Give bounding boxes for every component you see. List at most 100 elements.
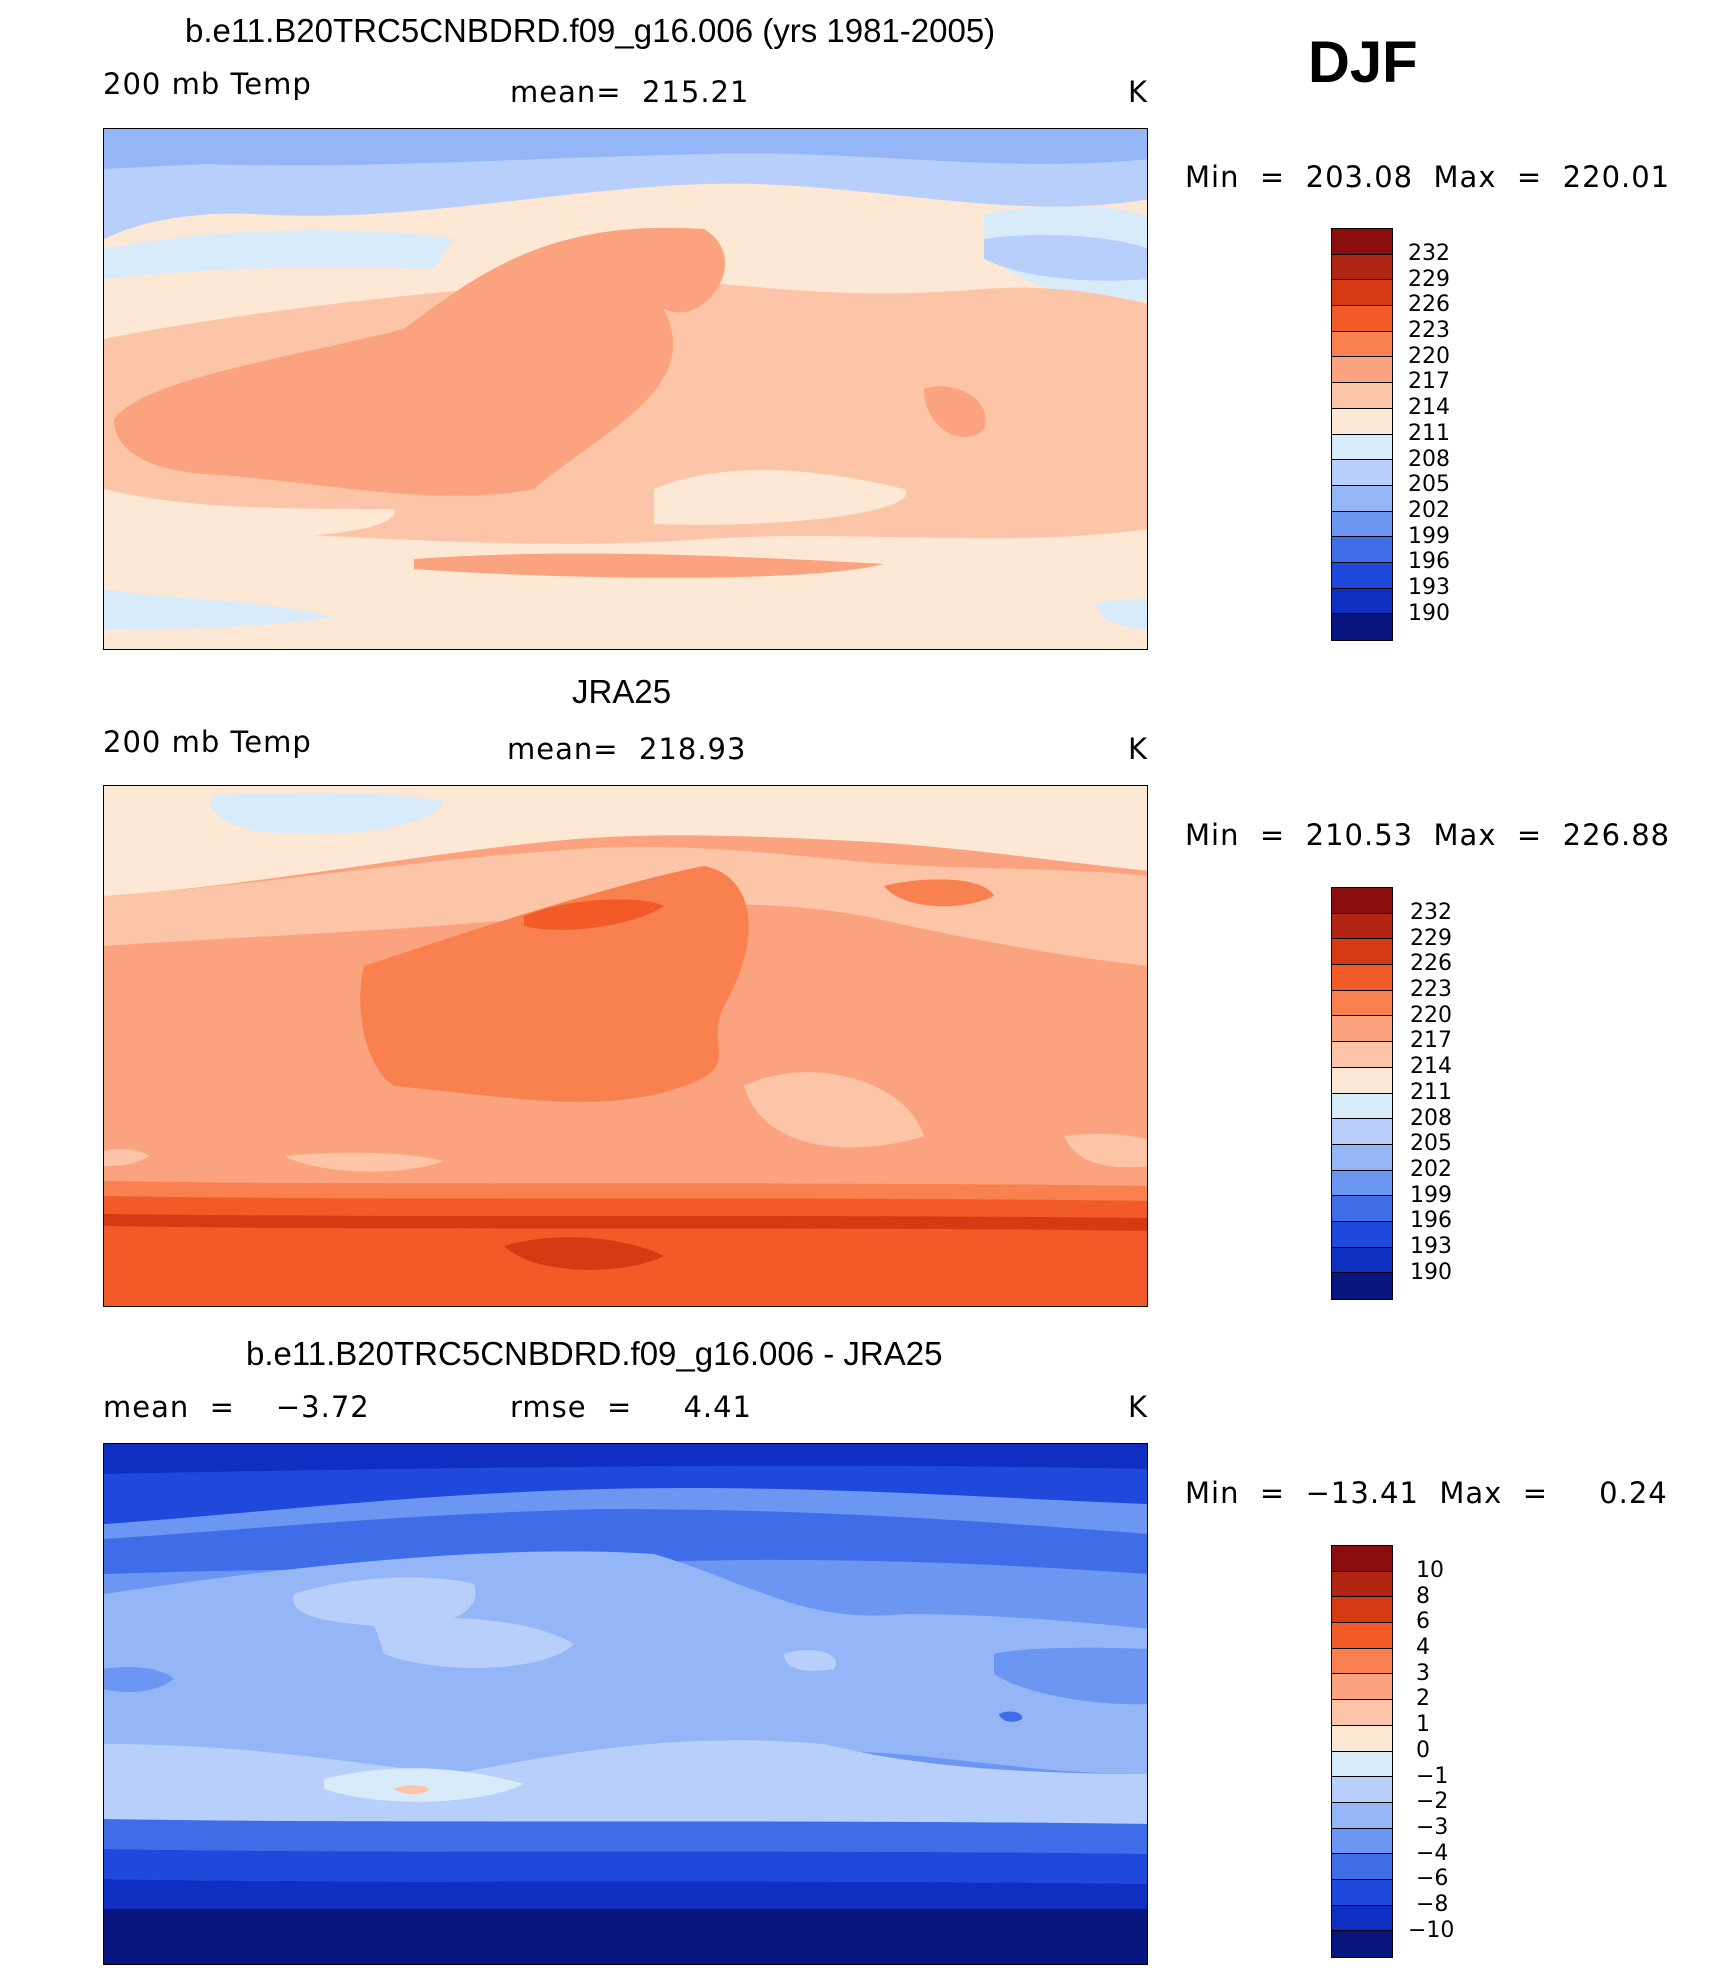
colorbar-label: 226 (1410, 951, 1452, 976)
colorbar-label: 10 (1416, 1558, 1444, 1583)
colorbar-swatch (1332, 485, 1392, 512)
panel1-title: b.e11.B20TRC5CNBDRD.f09_g16.006 (yrs 198… (185, 12, 996, 49)
panel1-map (103, 128, 1148, 650)
colorbar-swatch (1332, 1119, 1392, 1145)
panel3-title: b.e11.B20TRC5CNBDRD.f09_g16.006 - JRA25 (246, 1335, 943, 1372)
panel3-colorbar (1331, 1545, 1393, 1958)
colorbar-label: 220 (1410, 1003, 1452, 1028)
colorbar-label: 196 (1408, 549, 1450, 574)
colorbar-swatch (1332, 1700, 1392, 1726)
colorbar-label: 211 (1410, 1080, 1452, 1105)
colorbar-label: −2 (1416, 1789, 1449, 1814)
panel1-contour-plot (104, 129, 1147, 649)
panel2-title: JRA25 (572, 673, 672, 710)
colorbar-label: 190 (1408, 601, 1450, 626)
colorbar-swatch (1332, 1905, 1392, 1932)
colorbar-label: 211 (1408, 421, 1450, 446)
colorbar-label: 205 (1410, 1131, 1452, 1156)
colorbar-swatch (1332, 511, 1392, 538)
colorbar-label: −8 (1416, 1892, 1449, 1917)
colorbar-swatch (1332, 1016, 1392, 1043)
colorbar-swatch (1332, 1597, 1392, 1624)
colorbar-swatch (1332, 254, 1392, 281)
colorbar-label: 190 (1410, 1260, 1452, 1285)
panel3-map (103, 1443, 1148, 1965)
panel3-contour-plot (104, 1444, 1147, 1964)
colorbar-swatch (1332, 1854, 1392, 1880)
panel1-field-label: 200 mb Temp (103, 67, 312, 101)
colorbar-swatch (1332, 1674, 1392, 1701)
colorbar-label: 232 (1410, 900, 1452, 925)
colorbar-label: 2 (1416, 1686, 1430, 1711)
colorbar-swatch (1332, 1879, 1392, 1906)
colorbar-label: 214 (1410, 1054, 1452, 1079)
colorbar-swatch (1332, 913, 1392, 940)
colorbar-label: 202 (1410, 1157, 1452, 1182)
colorbar-label: 223 (1408, 318, 1450, 343)
panel1-unit-label: K (1128, 75, 1149, 109)
colorbar-swatch (1332, 537, 1392, 563)
colorbar-swatch (1332, 1648, 1392, 1675)
panel3-rmse-label: rmse = 4.41 (510, 1390, 753, 1424)
panel3-mean-label: mean = −3.72 (103, 1390, 370, 1424)
colorbar-label: 226 (1408, 292, 1450, 317)
colorbar-swatch (1332, 1196, 1392, 1222)
colorbar-swatch (1332, 408, 1392, 435)
panel3-minmax-label: Min = −13.41 Max = 0.24 (1185, 1476, 1668, 1510)
colorbar-label: −6 (1416, 1866, 1449, 1891)
colorbar-swatch (1332, 1221, 1392, 1248)
colorbar-swatch (1332, 1144, 1392, 1171)
panel2-map (103, 785, 1148, 1307)
colorbar-swatch (1332, 1725, 1392, 1752)
colorbar-swatch (1332, 460, 1392, 486)
colorbar-swatch (1332, 306, 1392, 332)
colorbar-swatch (1332, 229, 1392, 255)
colorbar-label: 0 (1416, 1738, 1430, 1763)
colorbar-label: 205 (1408, 472, 1450, 497)
colorbar-swatch (1332, 1802, 1392, 1829)
colorbar-swatch (1332, 331, 1392, 358)
panel1-minmax-label: Min = 203.08 Max = 220.01 (1185, 160, 1671, 194)
colorbar-label: 217 (1410, 1028, 1452, 1053)
colorbar-label: 208 (1408, 447, 1450, 472)
colorbar-label: 232 (1408, 241, 1450, 266)
colorbar-swatch (1332, 1067, 1392, 1094)
colorbar-swatch (1332, 1170, 1392, 1197)
colorbar-swatch (1332, 357, 1392, 384)
colorbar-label: 3 (1416, 1661, 1430, 1686)
colorbar-label: 193 (1408, 575, 1450, 600)
colorbar-label: 208 (1410, 1106, 1452, 1131)
colorbar-label: 6 (1416, 1609, 1430, 1634)
colorbar-label: 202 (1408, 498, 1450, 523)
colorbar-label: 217 (1408, 369, 1450, 394)
panel2-minmax-label: Min = 210.53 Max = 226.88 (1185, 818, 1671, 852)
colorbar-swatch (1332, 1546, 1392, 1572)
colorbar-swatch (1332, 965, 1392, 991)
colorbar-label: 4 (1416, 1635, 1430, 1660)
colorbar-swatch (1332, 990, 1392, 1017)
panel2-mean-label: mean= 218.93 (507, 732, 747, 766)
colorbar-swatch (1332, 588, 1392, 615)
colorbar-swatch (1332, 562, 1392, 589)
colorbar-label: 220 (1408, 344, 1450, 369)
colorbar-label: −1 (1416, 1764, 1449, 1789)
panel1-colorbar (1331, 228, 1393, 641)
colorbar-swatch (1332, 1777, 1392, 1803)
colorbar-swatch (1332, 434, 1392, 461)
panel2-colorbar (1331, 887, 1393, 1300)
colorbar-swatch (1332, 1623, 1392, 1649)
colorbar-swatch (1332, 939, 1392, 966)
colorbar-label: 8 (1416, 1584, 1430, 1609)
colorbar-label: 193 (1410, 1234, 1452, 1259)
colorbar-swatch (1332, 1751, 1392, 1778)
colorbar-label: −10 (1408, 1918, 1455, 1943)
colorbar-swatch (1332, 1273, 1392, 1299)
colorbar-swatch (1332, 1042, 1392, 1068)
colorbar-swatch (1332, 1828, 1392, 1855)
colorbar-label: −3 (1416, 1815, 1449, 1840)
colorbar-swatch (1332, 614, 1392, 640)
colorbar-label: 214 (1408, 395, 1450, 420)
colorbar-label: 229 (1410, 926, 1452, 951)
panel2-contour-plot (104, 786, 1147, 1306)
panel2-unit-label: K (1128, 732, 1149, 766)
